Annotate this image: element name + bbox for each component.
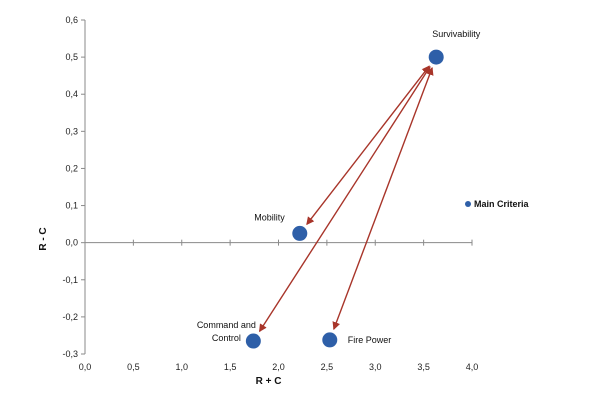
point-label: Fire Power bbox=[348, 335, 392, 345]
x-tick-label: 3,5 bbox=[417, 362, 430, 372]
data-point bbox=[322, 332, 338, 348]
point-label-line2: Control bbox=[212, 333, 241, 343]
x-tick-label: 0,5 bbox=[127, 362, 140, 372]
x-tick-label: 1,0 bbox=[175, 362, 188, 372]
x-tick-label: 0,0 bbox=[79, 362, 92, 372]
x-tick-label: 1,5 bbox=[224, 362, 237, 372]
legend-label: Main Criteria bbox=[474, 199, 530, 209]
relation-arrow bbox=[306, 65, 430, 226]
point-label: Survivability bbox=[432, 29, 481, 39]
x-tick-label: 4,0 bbox=[466, 362, 479, 372]
y-tick-label: 0,1 bbox=[65, 201, 78, 211]
point-label: Mobility bbox=[254, 212, 285, 222]
y-tick-label: 0,5 bbox=[65, 52, 78, 62]
relation-arrow bbox=[258, 65, 431, 333]
relation-arrow bbox=[332, 66, 434, 331]
y-tick-label: 0,3 bbox=[65, 126, 78, 136]
y-tick-label: -0,2 bbox=[62, 312, 78, 322]
y-tick-label: -0,3 bbox=[62, 349, 78, 359]
y-tick-label: 0,6 bbox=[65, 15, 78, 25]
y-tick-label: 0,2 bbox=[65, 163, 78, 173]
y-axis-title: R - C bbox=[38, 227, 49, 250]
y-tick-label: -0,1 bbox=[62, 275, 78, 285]
data-point bbox=[245, 333, 261, 349]
x-tick-label: 2,5 bbox=[321, 362, 334, 372]
point-label: Command and bbox=[197, 320, 256, 330]
data-point bbox=[428, 49, 444, 65]
y-tick-label: 0,0 bbox=[65, 238, 78, 248]
x-tick-label: 3,0 bbox=[369, 362, 382, 372]
x-tick-label: 2,0 bbox=[272, 362, 285, 372]
data-point bbox=[292, 225, 308, 241]
legend-marker bbox=[465, 201, 471, 207]
x-axis-title: R + C bbox=[256, 376, 282, 387]
y-tick-label: 0,4 bbox=[65, 89, 78, 99]
